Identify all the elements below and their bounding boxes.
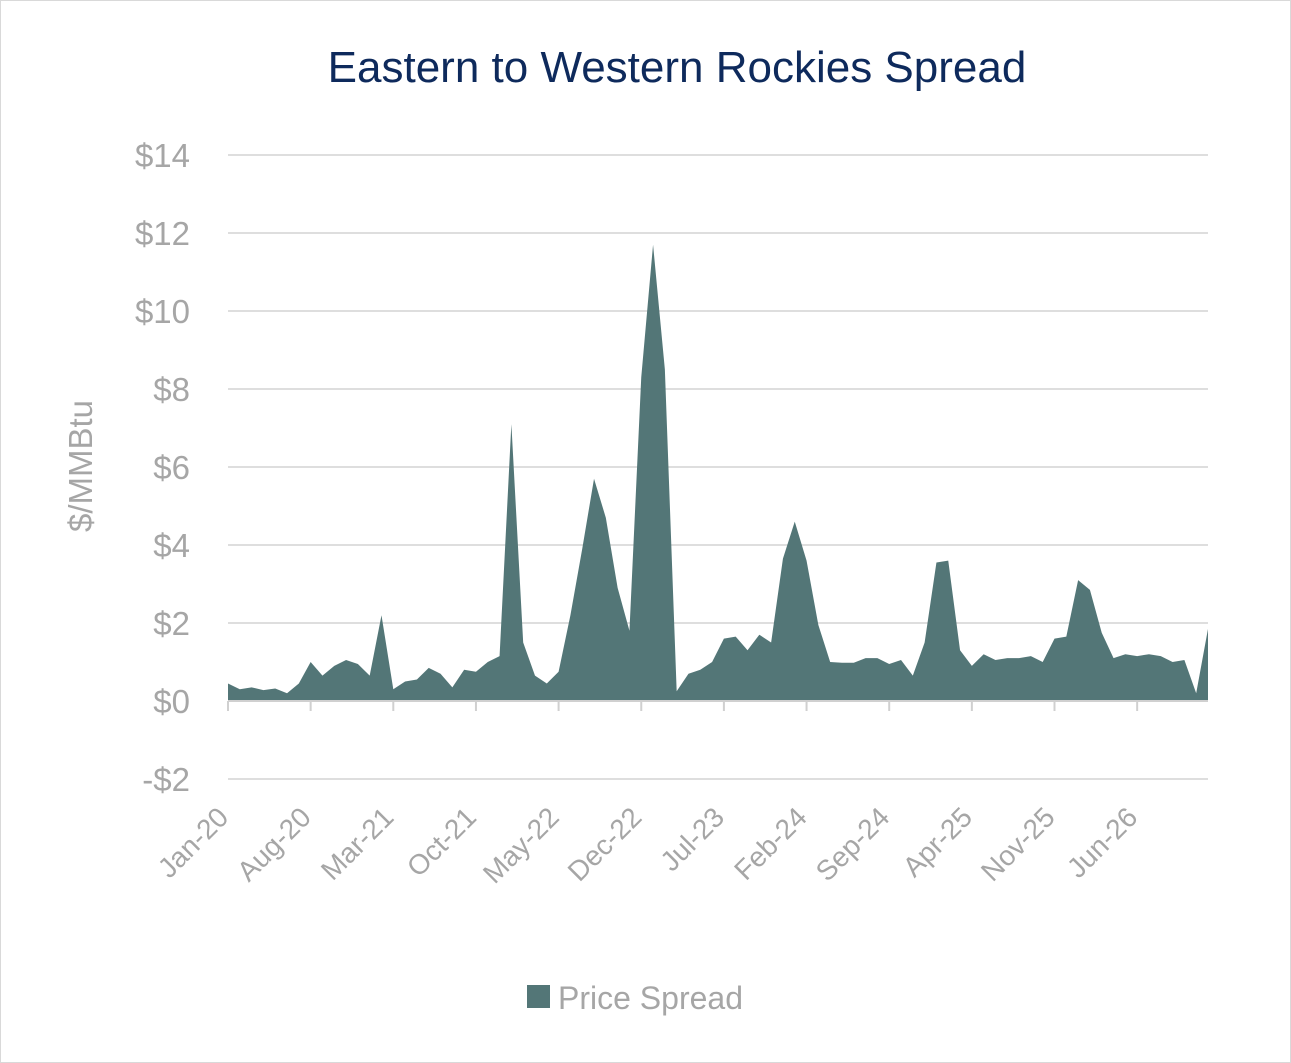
price-spread-area bbox=[228, 244, 1208, 701]
y-axis-ticks: -$2 $0 $2 $4 $6 $8 $10 $12 $14 bbox=[135, 137, 190, 798]
x-tick-label: Sep-24 bbox=[810, 801, 896, 887]
y-tick-label: $14 bbox=[135, 137, 190, 174]
x-tick-label: Mar-21 bbox=[315, 801, 400, 886]
x-tick-label: Apr-25 bbox=[897, 801, 978, 882]
x-tick-label: Jan-20 bbox=[152, 801, 234, 883]
x-tick-label: Oct-21 bbox=[401, 801, 482, 882]
x-tick-label: Dec-22 bbox=[562, 801, 648, 887]
y-tick-label: $8 bbox=[153, 371, 190, 408]
legend-swatch bbox=[527, 985, 550, 1008]
gridlines bbox=[228, 154, 1208, 780]
legend: Price Spread bbox=[527, 980, 743, 1016]
y-tick-label: $4 bbox=[153, 527, 190, 564]
chart-title: Eastern to Western Rockies Spread bbox=[328, 43, 1027, 92]
x-tick-label: Feb-24 bbox=[728, 801, 813, 886]
y-tick-label: $12 bbox=[135, 215, 190, 252]
x-tick-label: Aug-20 bbox=[231, 801, 317, 887]
y-tick-label: -$2 bbox=[142, 761, 190, 798]
y-tick-label: $2 bbox=[153, 605, 190, 642]
y-tick-label: $10 bbox=[135, 293, 190, 330]
x-tick-label: Jun-26 bbox=[1061, 801, 1143, 883]
plot-area bbox=[228, 244, 1208, 702]
y-axis-title: $/MMBtu bbox=[62, 400, 99, 532]
x-tick-label: May-22 bbox=[477, 801, 565, 889]
legend-label: Price Spread bbox=[558, 980, 743, 1016]
x-tick-label: Nov-25 bbox=[975, 801, 1061, 887]
x-tick-label: Jul-23 bbox=[654, 801, 730, 877]
y-tick-label: $6 bbox=[153, 449, 190, 486]
y-tick-label: $0 bbox=[153, 683, 190, 720]
